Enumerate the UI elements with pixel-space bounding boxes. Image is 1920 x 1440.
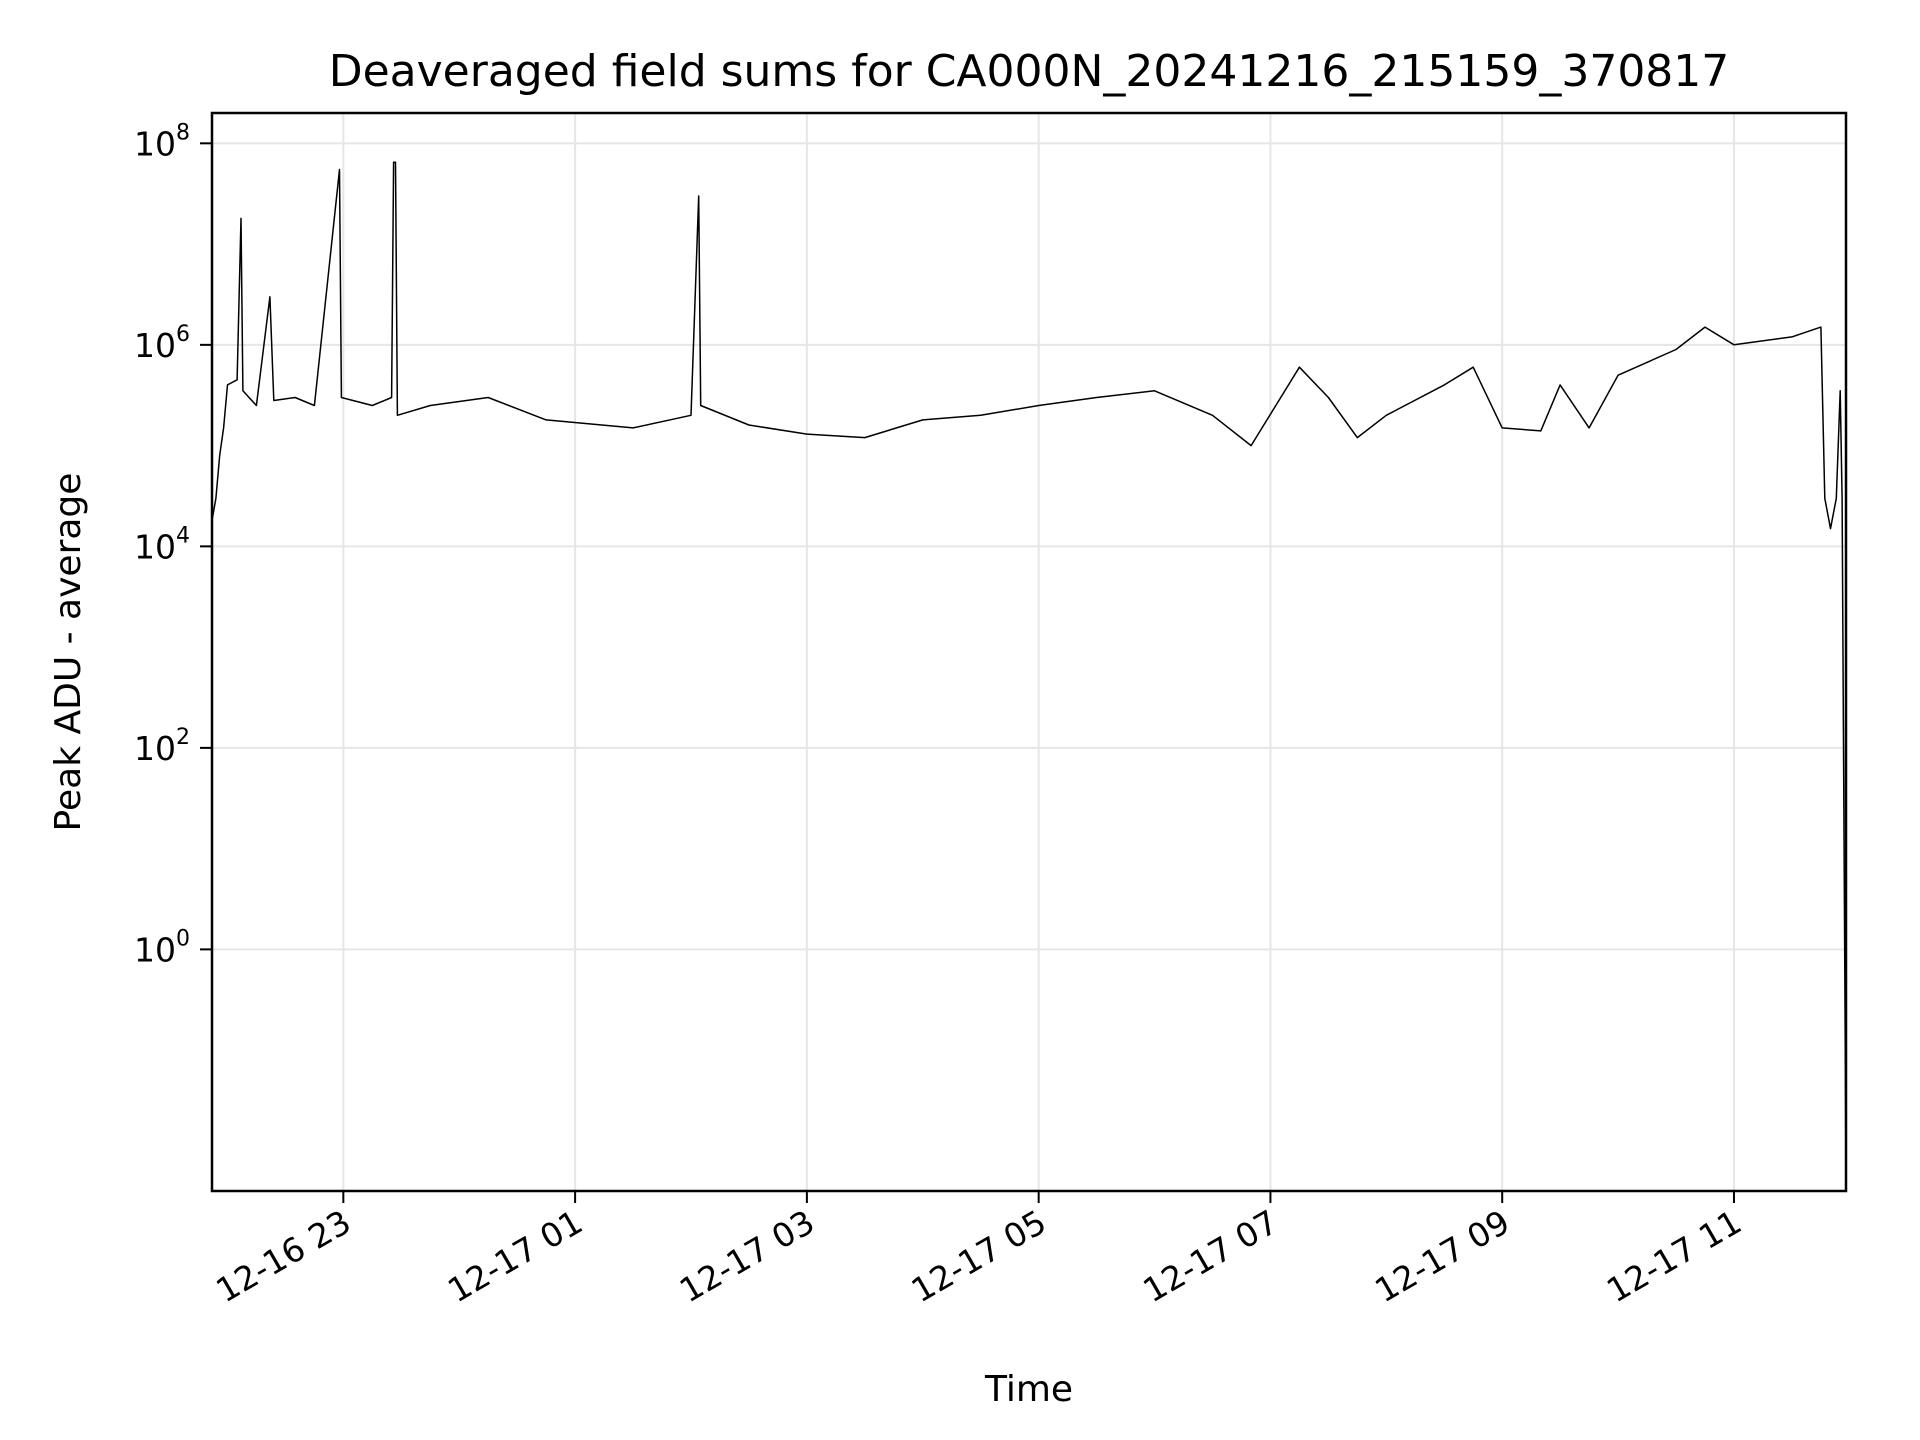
plot-frame (210, 111, 1848, 1193)
y-tick-label: 106 (134, 322, 190, 365)
y-axis: 100 102 104 106 108 (134, 120, 212, 969)
y-axis-label: Peak ADU - average (48, 473, 89, 832)
plot-area (212, 161, 1846, 1182)
y-tick-label: 100 (134, 926, 190, 969)
x-axis-label: Time (984, 1369, 1073, 1410)
chart-title: Deaveraged field sums for CA000N_2024121… (329, 46, 1730, 97)
y-tick-label: 108 (134, 120, 190, 163)
series-line (212, 161, 1846, 1182)
y-tick-label: 104 (134, 523, 190, 566)
y-tick-label: 102 (134, 725, 190, 768)
grid (212, 113, 1846, 1191)
